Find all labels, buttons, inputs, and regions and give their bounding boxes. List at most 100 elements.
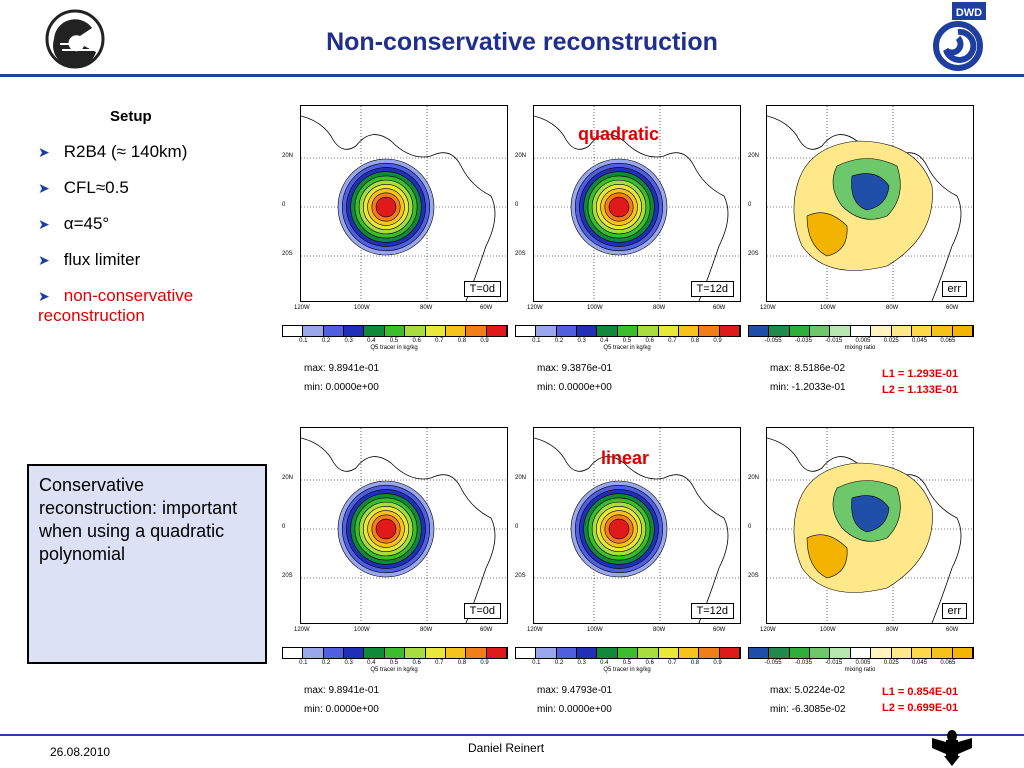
- contour-field: [767, 428, 973, 623]
- colorbar-swatch: [536, 326, 557, 336]
- map-plot: numerical solution T=12d: [533, 427, 741, 624]
- colorbar-swatch: [303, 326, 324, 336]
- colorbar-tick-label: 0.5: [622, 338, 632, 344]
- max-value: max: 9.4793e-01: [537, 685, 613, 696]
- colorbar-tick-label: 0.2: [321, 660, 331, 666]
- colorbar-tick-label: 0.3: [577, 338, 586, 344]
- colorbar-tick-label: 0.3: [344, 660, 353, 666]
- panel-title: Error: q5(t=12d) - q5(t=0d): [767, 427, 973, 428]
- lon-tick-label: 60W: [713, 627, 726, 633]
- min-value: min: -6.3085e-02: [770, 704, 846, 715]
- colorbar-tick-label: 0.9: [713, 338, 722, 344]
- colorbar-swatch: [405, 648, 426, 658]
- colorbar-tick-label: 0.8: [690, 338, 700, 344]
- lon-tick-label: 60W: [713, 305, 726, 311]
- colorbar-tick-label: 0.8: [690, 660, 700, 666]
- colorbar-swatch: [384, 648, 406, 658]
- contour-ring: [375, 196, 397, 218]
- colorbar-swatch: [678, 648, 700, 658]
- colorbar-swatch: [769, 326, 790, 336]
- colorbar-swatch: [425, 648, 446, 658]
- arrow-bullet-icon: ➤: [38, 216, 50, 232]
- lon-tick-label: 100W: [587, 305, 603, 311]
- coastline: [534, 115, 729, 301]
- colorbar-swatch: [719, 326, 740, 336]
- colorbar-tick-label: 0.045: [912, 660, 928, 666]
- setup-item-limiter: ➤ flux limiter: [38, 250, 141, 269]
- panel-title: numerical solution: [534, 105, 740, 106]
- lon-tick-label: 60W: [946, 305, 959, 311]
- lon-tick-label: 120W: [527, 305, 543, 311]
- time-label: err: [941, 281, 967, 297]
- lat-tick-label: 0: [515, 202, 519, 208]
- colorbar-ticks: 0.1 0.2 0.3 0.4 0.5 0.6 0.7 0.8 0.9: [515, 338, 739, 344]
- error-norms-row2: L1 = 0.854E-01 L2 = 0.699E-01: [882, 684, 958, 716]
- colorbar-ticks: -0.055 -0.035 -0.015 0.005 0.025 0.045 0.065: [748, 338, 972, 344]
- colorbar-swatch: [405, 326, 426, 336]
- error-region-positive-core: [806, 212, 848, 257]
- lon-tick-label: 100W: [587, 627, 603, 633]
- colorbar-tick-label: 0.9: [480, 338, 489, 344]
- colorbar-swatch: [810, 326, 831, 336]
- colorbar-swatch: [344, 648, 365, 658]
- colorbar-swatch: [344, 326, 365, 336]
- error-region-negative-core: [851, 495, 890, 533]
- colorbar-swatch: [466, 648, 487, 658]
- lat-tick-label: 20N: [515, 475, 527, 481]
- l2-norm: L2 = 0.699E-01: [882, 702, 959, 714]
- colorbar-tick-label: -0.015: [825, 338, 843, 344]
- colorbar-label: mixing ratio: [844, 667, 876, 673]
- colorbar: [748, 325, 974, 337]
- max-value: max: 5.0224e-02: [770, 685, 846, 696]
- colorbar-label: mixing ratio: [844, 345, 876, 351]
- colorbar-swatch: [556, 648, 578, 658]
- map-plot: initial conditions T=0d: [300, 427, 508, 624]
- colorbar-swatch: [445, 648, 467, 658]
- colorbar: [282, 325, 508, 337]
- colorbar-tick-label: 0.2: [321, 338, 331, 344]
- colorbar-swatch: [445, 326, 467, 336]
- colorbar-tick-label: 0.005: [855, 338, 871, 344]
- colorbar-tick-label: 0.5: [622, 660, 632, 666]
- max-value: max: 9.8941e-01: [304, 363, 380, 374]
- l1-norm: L1 = 1.293E-01: [882, 368, 959, 380]
- colorbar-tick-label: 0.1: [299, 338, 308, 344]
- lon-tick-label: 120W: [760, 305, 776, 311]
- contour-ring: [608, 196, 630, 218]
- min-value: min: 0.0000e+00: [304, 382, 379, 393]
- min-value: min: 0.0000e+00: [537, 704, 612, 715]
- colorbar-swatch: [384, 326, 406, 336]
- colorbar-tick-label: 0.7: [668, 338, 677, 344]
- colorbar-tick-label: 0.8: [457, 338, 467, 344]
- colorbar-swatch: [678, 326, 700, 336]
- colorbar-swatch: [789, 326, 811, 336]
- colorbar-swatch: [850, 648, 872, 658]
- coastline: [534, 437, 729, 623]
- colorbar-swatch: [699, 326, 720, 336]
- lon-tick-label: 60W: [480, 627, 493, 633]
- left-logo: [40, 8, 110, 70]
- max-value: max: 9.3876e-01: [537, 363, 613, 374]
- colorbar-tick-label: 0.3: [577, 660, 586, 666]
- dwd-logo-text: DWD: [956, 7, 982, 19]
- colorbar-swatch: [323, 326, 345, 336]
- colorbar-swatch: [952, 648, 973, 658]
- colorbar-tick-label: 0.9: [713, 660, 722, 666]
- min-value: min: 0.0000e+00: [537, 382, 612, 393]
- colorbar-swatch: [749, 326, 770, 336]
- lat-tick-label: 0: [748, 524, 752, 530]
- colorbar-tick-label: 0.2: [554, 660, 564, 666]
- lat-tick-label: 20N: [515, 153, 527, 159]
- colorbar-swatch: [283, 326, 304, 336]
- lon-tick-label: 100W: [354, 627, 370, 633]
- lon-tick-label: 120W: [294, 627, 310, 633]
- colorbar: [515, 325, 741, 337]
- contour-field: [301, 428, 507, 623]
- colorbar-ticks: 0.1 0.2 0.3 0.4 0.5 0.6 0.7 0.8 0.9: [282, 338, 506, 344]
- lat-tick-label: 20N: [748, 475, 760, 481]
- colorbar-swatch: [516, 326, 537, 336]
- colorbar-tick-label: 0.4: [600, 660, 609, 666]
- lat-tick-label: 20S: [282, 573, 293, 579]
- colorbar-swatch: [323, 648, 345, 658]
- time-label: T=12d: [690, 603, 734, 619]
